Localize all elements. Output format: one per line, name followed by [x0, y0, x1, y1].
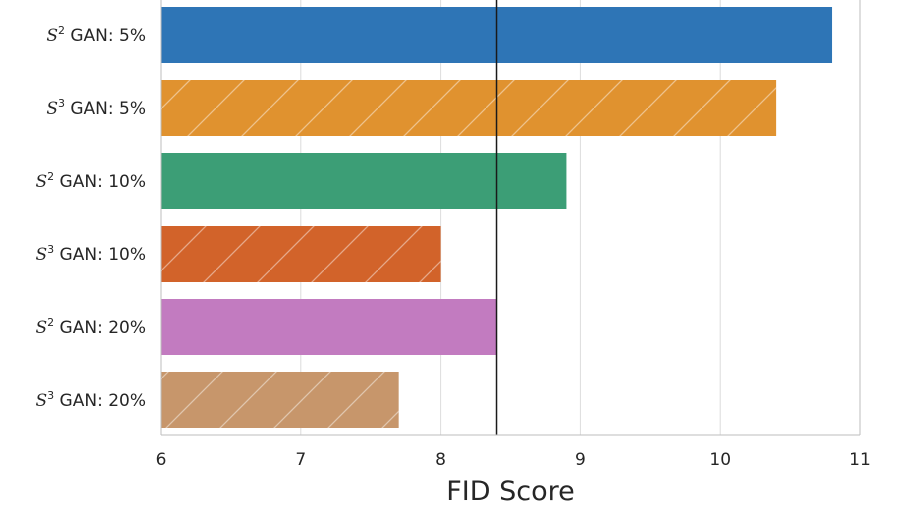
grid-lines: [160, 0, 861, 435]
bar-hatch: [161, 80, 777, 136]
category-label: S3 GAN: 5%: [46, 97, 146, 119]
x-tick-label: 10: [709, 450, 731, 470]
x-tick-label: 8: [435, 450, 446, 470]
x-axis: 6 7 8 9 10 11: [156, 0, 871, 470]
bar-hatching: [161, 80, 777, 428]
bar-hatch: [161, 226, 441, 282]
x-axis-title: FID Score: [446, 476, 575, 507]
x-tick-label: 9: [575, 450, 586, 470]
category-label: S3 GAN: 20%: [36, 389, 147, 411]
category-labels: S2 GAN: 5% S3 GAN: 5% S2 GAN: 10% S3 GAN: 1…: [36, 24, 147, 411]
category-label: S3 GAN: 10%: [36, 243, 147, 265]
category-label: S2 GAN: 10%: [36, 170, 147, 192]
category-label: S2 GAN: 5%: [46, 24, 146, 46]
bar-hatch: [161, 372, 399, 428]
x-tick-label: 7: [295, 450, 306, 470]
bar: [161, 299, 497, 355]
x-tick-label: 11: [849, 450, 871, 470]
bar: [161, 153, 567, 209]
category-label: S2 GAN: 20%: [36, 316, 147, 338]
x-tick-label: 6: [156, 450, 167, 470]
